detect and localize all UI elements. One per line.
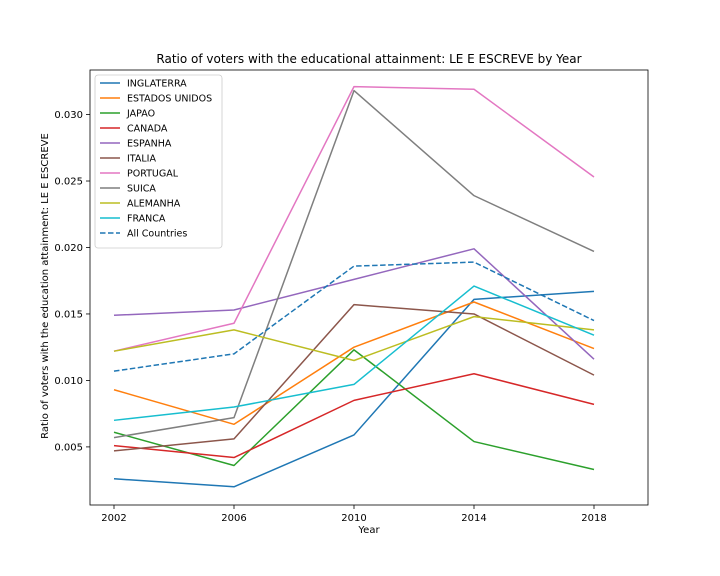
series-line-espanha <box>113 248 595 360</box>
y-axis-title: Ratio of voters with the education attai… <box>40 133 51 439</box>
x-tick-label: 2010 <box>341 513 366 524</box>
legend-label: ALEMANHA <box>127 199 181 210</box>
series-line-inglaterra <box>113 290 595 488</box>
series-line-canada <box>113 373 595 459</box>
legend-label: All Countries <box>127 229 187 240</box>
legend-label: INGLATERRA <box>127 79 187 90</box>
series-line-portugal <box>113 85 595 352</box>
series-line-japao <box>113 349 595 471</box>
y-tick-label: 0.020 <box>54 243 83 254</box>
x-tick-label: 2014 <box>461 513 486 524</box>
plot-area: 2002 2006 2010 2014 2018 0.005 0.010 0.015 0.020… <box>54 69 649 524</box>
legend-label: ESPANHA <box>127 139 172 150</box>
x-tick-label: 2018 <box>581 513 606 524</box>
chart-title: Ratio of voters with the educational att… <box>156 52 581 66</box>
y-tick-label: 0.015 <box>54 309 83 320</box>
y-tick-label: 0.025 <box>54 177 83 188</box>
y-tick-label: 0.010 <box>54 376 83 387</box>
legend-box <box>94 74 223 249</box>
legend-label: ESTADOS UNIDOS <box>127 94 212 105</box>
series-line-suica <box>113 89 595 439</box>
legend-label: ITALIA <box>127 154 156 165</box>
series-line-all-countries <box>113 261 595 372</box>
x-axis-title: Year <box>357 525 380 536</box>
legend-label: CANADA <box>127 124 168 135</box>
series-line-alemanha <box>113 315 595 362</box>
legend-label: SUICA <box>127 184 156 195</box>
x-tick-label: 2002 <box>101 513 126 524</box>
legend-label: JAPAO <box>126 109 155 120</box>
legend-label: FRANCA <box>127 214 166 225</box>
series-line-italia <box>113 303 595 452</box>
legend-label: PORTUGAL <box>127 169 179 180</box>
y-tick-label: 0.030 <box>54 110 83 121</box>
plot-frame <box>89 69 649 506</box>
series-line-franca <box>113 285 595 422</box>
series-line-estados-unidos <box>113 301 595 426</box>
y-tick-label: 0.005 <box>54 442 83 453</box>
x-tick-label: 2006 <box>221 513 246 524</box>
